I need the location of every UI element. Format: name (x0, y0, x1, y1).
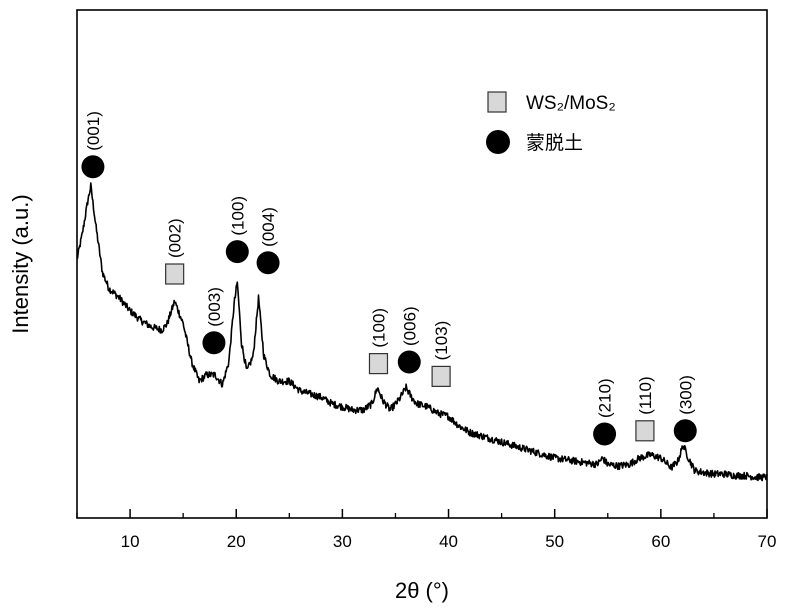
peak-label: (103) (432, 321, 451, 361)
xrd-chart: 10 20 30 40 50 60 70 (001) (002) (003) (100) (004)… (0, 0, 786, 611)
ws2-mos2-marker (636, 421, 654, 441)
legend-circle-icon (486, 130, 510, 154)
peak-label: (300) (676, 375, 695, 415)
legend-label-montmorillonite: 蒙脱土 (526, 132, 583, 154)
peak-markers: (001) (002) (003) (100) (004) (100) (006) (103)… (81, 111, 696, 445)
x-tick-label: 30 (333, 532, 352, 551)
ws2-mos2-marker (369, 354, 387, 374)
montmorillonite-marker (226, 240, 249, 263)
x-axis-title: 2θ (°) (395, 578, 449, 603)
montmorillonite-marker (202, 331, 225, 354)
x-tick-label: 20 (227, 532, 246, 551)
peak-label: (100) (228, 196, 247, 236)
x-tick-label: 40 (439, 532, 458, 551)
peak-label: (004) (259, 207, 278, 247)
montmorillonite-marker (593, 423, 616, 446)
x-tick-label: 60 (651, 532, 670, 551)
peak-label: (210) (596, 378, 615, 418)
peak-label: (100) (369, 308, 388, 348)
x-tick-label: 10 (121, 532, 140, 551)
ws2-mos2-marker (432, 366, 450, 386)
peak-label: (002) (166, 218, 185, 258)
x-tick-label: 50 (545, 532, 564, 551)
legend-label-ws2-mos2: WS₂/MoS₂ (526, 93, 616, 114)
x-tick-label: 70 (758, 532, 777, 551)
legend: WS₂/MoS₂ 蒙脱土 (486, 92, 616, 154)
montmorillonite-marker (81, 155, 104, 178)
peak-label: (110) (636, 376, 655, 414)
legend-square-icon (488, 92, 506, 112)
y-axis-title: Intensity (a.u.) (8, 194, 33, 333)
montmorillonite-marker (257, 251, 280, 274)
montmorillonite-marker (674, 419, 697, 442)
peak-label: (006) (400, 306, 419, 346)
peak-label: (001) (84, 111, 103, 151)
axis-ticks: 10 20 30 40 50 60 70 (77, 509, 776, 551)
peak-label: (003) (205, 287, 224, 327)
montmorillonite-marker (398, 351, 421, 374)
ws2-mos2-marker (166, 264, 184, 284)
